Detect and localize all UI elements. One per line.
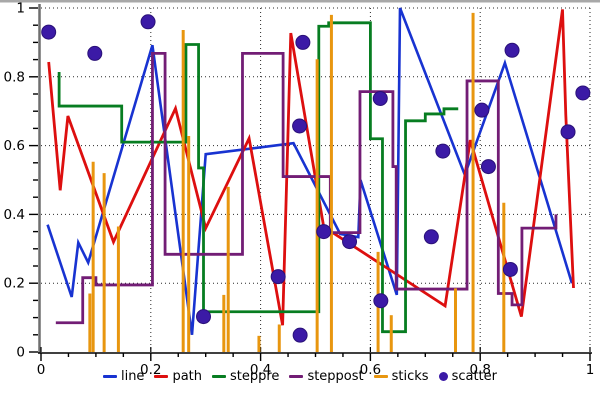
x-tick-label: 0.2 — [140, 362, 161, 378]
series-scatter-point — [196, 309, 212, 325]
series-scatter-point — [292, 327, 308, 343]
x-tick-label: 0.6 — [360, 362, 381, 378]
series-scatter-point — [270, 269, 286, 285]
y-tick-label: 0.2 — [4, 276, 25, 292]
legend-label: sticks — [391, 369, 429, 384]
series-scatter-point — [41, 24, 57, 40]
legend-item-steppost[interactable]: steppost — [289, 369, 364, 384]
series-scatter-point — [474, 102, 490, 118]
legend-label: line — [120, 369, 145, 384]
y-tick-label: 0.4 — [4, 207, 25, 223]
legend-item-steppre[interactable]: steppre — [212, 370, 279, 383]
legend-label: steppre — [230, 369, 280, 384]
y-tick-label: 0.6 — [4, 138, 25, 154]
legend-dash-icon — [289, 375, 304, 378]
x-tick-label: 1 — [586, 362, 595, 378]
legend-dash-icon — [102, 375, 117, 378]
legend-dot-icon — [438, 372, 448, 381]
series-scatter-point — [373, 293, 389, 309]
series-scatter-point — [295, 34, 311, 50]
series-steppost — [55, 52, 558, 325]
legend-label: steppost — [307, 369, 364, 384]
window-top-strip — [0, 0, 600, 3]
legend-item-line[interactable]: line — [102, 369, 145, 384]
x-tick-label: 0 — [37, 362, 46, 378]
legend: line path steppre steppost sticks scatter — [0, 370, 600, 383]
y-tick-label: 0 — [16, 345, 25, 361]
y-tick-label: 0.8 — [4, 69, 25, 85]
legend-item-path[interactable]: path — [154, 370, 202, 383]
series-scatter-point — [575, 85, 591, 101]
x-tick-label: 0.8 — [469, 362, 490, 378]
series-scatter-point — [435, 143, 451, 159]
series-path — [47, 9, 575, 326]
legend-item-scatter[interactable]: scatter — [438, 369, 498, 384]
series-scatter-point — [140, 14, 156, 30]
series-scatter-point — [480, 159, 496, 175]
legend-item-sticks[interactable]: sticks — [373, 369, 429, 384]
series-scatter-point — [504, 42, 520, 58]
legend-dash-icon — [373, 375, 388, 378]
y-tick-label: 1 — [16, 1, 25, 17]
series-scatter-point — [342, 234, 358, 250]
series-scatter-point — [560, 124, 576, 140]
legend-dash-icon — [154, 375, 169, 378]
series-steppre — [57, 21, 459, 334]
series-scatter-point — [292, 118, 308, 134]
series-scatter-point — [502, 261, 518, 277]
legend-label: scatter — [451, 369, 498, 384]
series-scatter-point — [423, 229, 439, 245]
series-scatter-point — [316, 224, 332, 240]
series-scatter-point — [372, 90, 388, 106]
x-tick-label: 0.4 — [250, 362, 271, 378]
legend-label: path — [172, 369, 202, 384]
legend-dash-icon — [212, 375, 226, 378]
series-scatter-point — [87, 45, 103, 61]
